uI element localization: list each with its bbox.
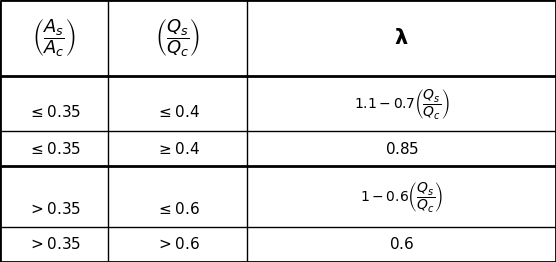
Text: $\leq 0.4$: $\leq 0.4$: [156, 104, 200, 120]
Text: $1 - 0.6\left(\dfrac{Q_s}{Q_c}\right)$: $1 - 0.6\left(\dfrac{Q_s}{Q_c}\right)$: [360, 179, 444, 214]
Text: $\leq 0.35$: $\leq 0.35$: [28, 141, 81, 157]
Text: $> 0.6$: $> 0.6$: [156, 236, 200, 252]
Text: $0.85$: $0.85$: [385, 141, 419, 157]
Text: $\leq 0.35$: $\leq 0.35$: [28, 104, 81, 120]
Text: $\left(\dfrac{A_s}{A_c}\right)$: $\left(\dfrac{A_s}{A_c}\right)$: [32, 17, 76, 59]
Text: $> 0.35$: $> 0.35$: [28, 236, 81, 252]
Text: $0.6$: $0.6$: [389, 236, 414, 252]
Text: $\left(\dfrac{Q_s}{Q_c}\right)$: $\left(\dfrac{Q_s}{Q_c}\right)$: [155, 17, 201, 59]
Text: $\geq 0.4$: $\geq 0.4$: [156, 141, 200, 157]
Text: $\leq 0.6$: $\leq 0.6$: [156, 200, 200, 216]
Text: $\boldsymbol{\lambda}$: $\boldsymbol{\lambda}$: [394, 28, 409, 48]
Text: $1.1 - 0.7\left(\dfrac{Q_s}{Q_c}\right)$: $1.1 - 0.7\left(\dfrac{Q_s}{Q_c}\right)$: [354, 87, 449, 121]
Text: $> 0.35$: $> 0.35$: [28, 200, 81, 216]
